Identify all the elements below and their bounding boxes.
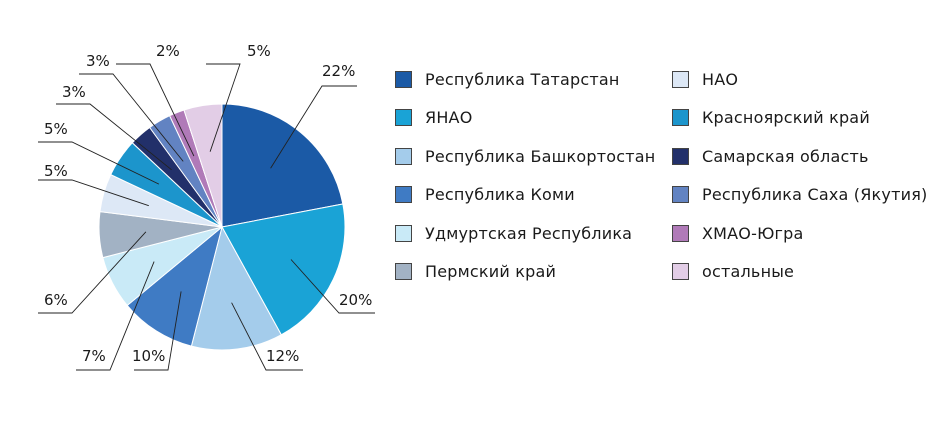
legend-item-янао: ЯНАО bbox=[395, 99, 655, 138]
leader-line-самарская-область bbox=[56, 103, 172, 171]
legend-label: Республика Коми bbox=[425, 185, 575, 205]
legend-label: Пермский край bbox=[425, 262, 557, 282]
legend-item-республика-татарстан: Республика Татарстан bbox=[395, 60, 655, 99]
pie-slice-остальные bbox=[183, 103, 223, 228]
leader-line-красноярский-край bbox=[38, 141, 160, 185]
legend-item-удмуртская-республика: Удмуртская Республика bbox=[395, 214, 655, 253]
legend-label: НАО bbox=[702, 69, 739, 89]
legend-column-left: Республика Татарстан ЯНАО Республика Башко… bbox=[395, 60, 655, 291]
legend-item-пермский-край: Пермский край bbox=[395, 253, 655, 292]
legend-column-right: НАО Красноярский край Самарская область Рес… bbox=[672, 60, 927, 291]
percent-label-пермский-край: 6% bbox=[44, 291, 68, 309]
percent-label-удмуртская-республика: 7% bbox=[82, 347, 106, 365]
leader-line-нао bbox=[38, 179, 149, 207]
leader-line-республика-башкортостан bbox=[231, 302, 303, 371]
leader-line-республика-татарстан bbox=[270, 85, 357, 169]
legend-item-хмао-югра: ХМАО-Югра bbox=[672, 214, 927, 253]
legend-swatch bbox=[395, 147, 412, 165]
pie-slices bbox=[98, 103, 346, 351]
pie-slice-республика-коми bbox=[126, 225, 223, 347]
percent-label-красноярский-край: 5% bbox=[44, 120, 68, 138]
percent-label-нао: 5% bbox=[44, 162, 68, 180]
legend-label: Красноярский край bbox=[702, 108, 870, 128]
percent-label-республика-коми: 10% bbox=[132, 347, 165, 365]
leader-line-остальные bbox=[206, 63, 241, 152]
legend-label: Республика Саха (Якутия) bbox=[702, 185, 928, 205]
leader-line-пермский-край bbox=[38, 231, 147, 314]
legend-item-самарская-область: Самарская область bbox=[672, 137, 927, 176]
percent-label-республика-саха-якутия: 3% bbox=[86, 52, 110, 70]
percent-label-самарская-область: 3% bbox=[62, 83, 86, 101]
leader-line-удмуртская-республика bbox=[76, 261, 155, 371]
legend-item-нао: НАО bbox=[672, 60, 927, 99]
pie-slice-республика-башкортостан bbox=[190, 225, 282, 351]
legend-item-республика-саха-якутия: Республика Саха (Якутия) bbox=[672, 176, 927, 215]
legend-swatch bbox=[395, 186, 412, 204]
legend-swatch bbox=[672, 224, 689, 242]
legend-swatch bbox=[395, 263, 412, 281]
legend-label: ЯНАО bbox=[425, 108, 473, 128]
legend-label: Республика Башкортостан bbox=[425, 146, 656, 166]
legend-swatch bbox=[395, 224, 412, 242]
percent-label-остальные: 5% bbox=[247, 42, 271, 60]
legend-item-республика-башкортостан: Республика Башкортостан bbox=[395, 137, 655, 176]
legend-label: Удмуртская Республика bbox=[425, 223, 633, 243]
legend-label: остальные bbox=[702, 262, 795, 282]
percent-label-республика-башкортостан: 12% bbox=[266, 347, 299, 365]
legend-label: Самарская область bbox=[702, 146, 869, 166]
legend-swatch bbox=[395, 70, 412, 88]
percent-label-хмао-югра: 2% bbox=[156, 42, 180, 60]
legend-swatch bbox=[672, 186, 689, 204]
pie-slice-янао bbox=[221, 203, 346, 336]
legend-swatch bbox=[672, 70, 689, 88]
legend-swatch bbox=[672, 263, 689, 281]
legend-label: ХМАО-Югра bbox=[702, 223, 804, 243]
legend-item-республика-коми: Республика Коми bbox=[395, 176, 655, 215]
legend-swatch bbox=[672, 109, 689, 127]
leader-lines bbox=[38, 63, 375, 371]
leader-line-республика-коми bbox=[134, 291, 182, 371]
legend-item-остальные: остальные bbox=[672, 253, 927, 292]
leader-line-хмао-югра bbox=[116, 63, 195, 157]
legend-label: Республика Татарстан bbox=[425, 69, 620, 89]
pie-slice-республика-татарстан bbox=[221, 103, 344, 228]
legend-swatch bbox=[395, 109, 412, 127]
leader-line-республика-саха-якутия bbox=[79, 73, 184, 162]
legend-swatch bbox=[672, 147, 689, 165]
leader-line-янао bbox=[290, 259, 375, 314]
percent-label-янао: 20% bbox=[339, 291, 372, 309]
percent-labels: 22% 20% 12% 10% 7% 6% 5% 5% 3%3% 2% 5% bbox=[44, 42, 372, 365]
percent-label-республика-татарстан: 22% bbox=[322, 62, 355, 80]
legend-item-красноярский-край: Красноярский край bbox=[672, 99, 927, 138]
